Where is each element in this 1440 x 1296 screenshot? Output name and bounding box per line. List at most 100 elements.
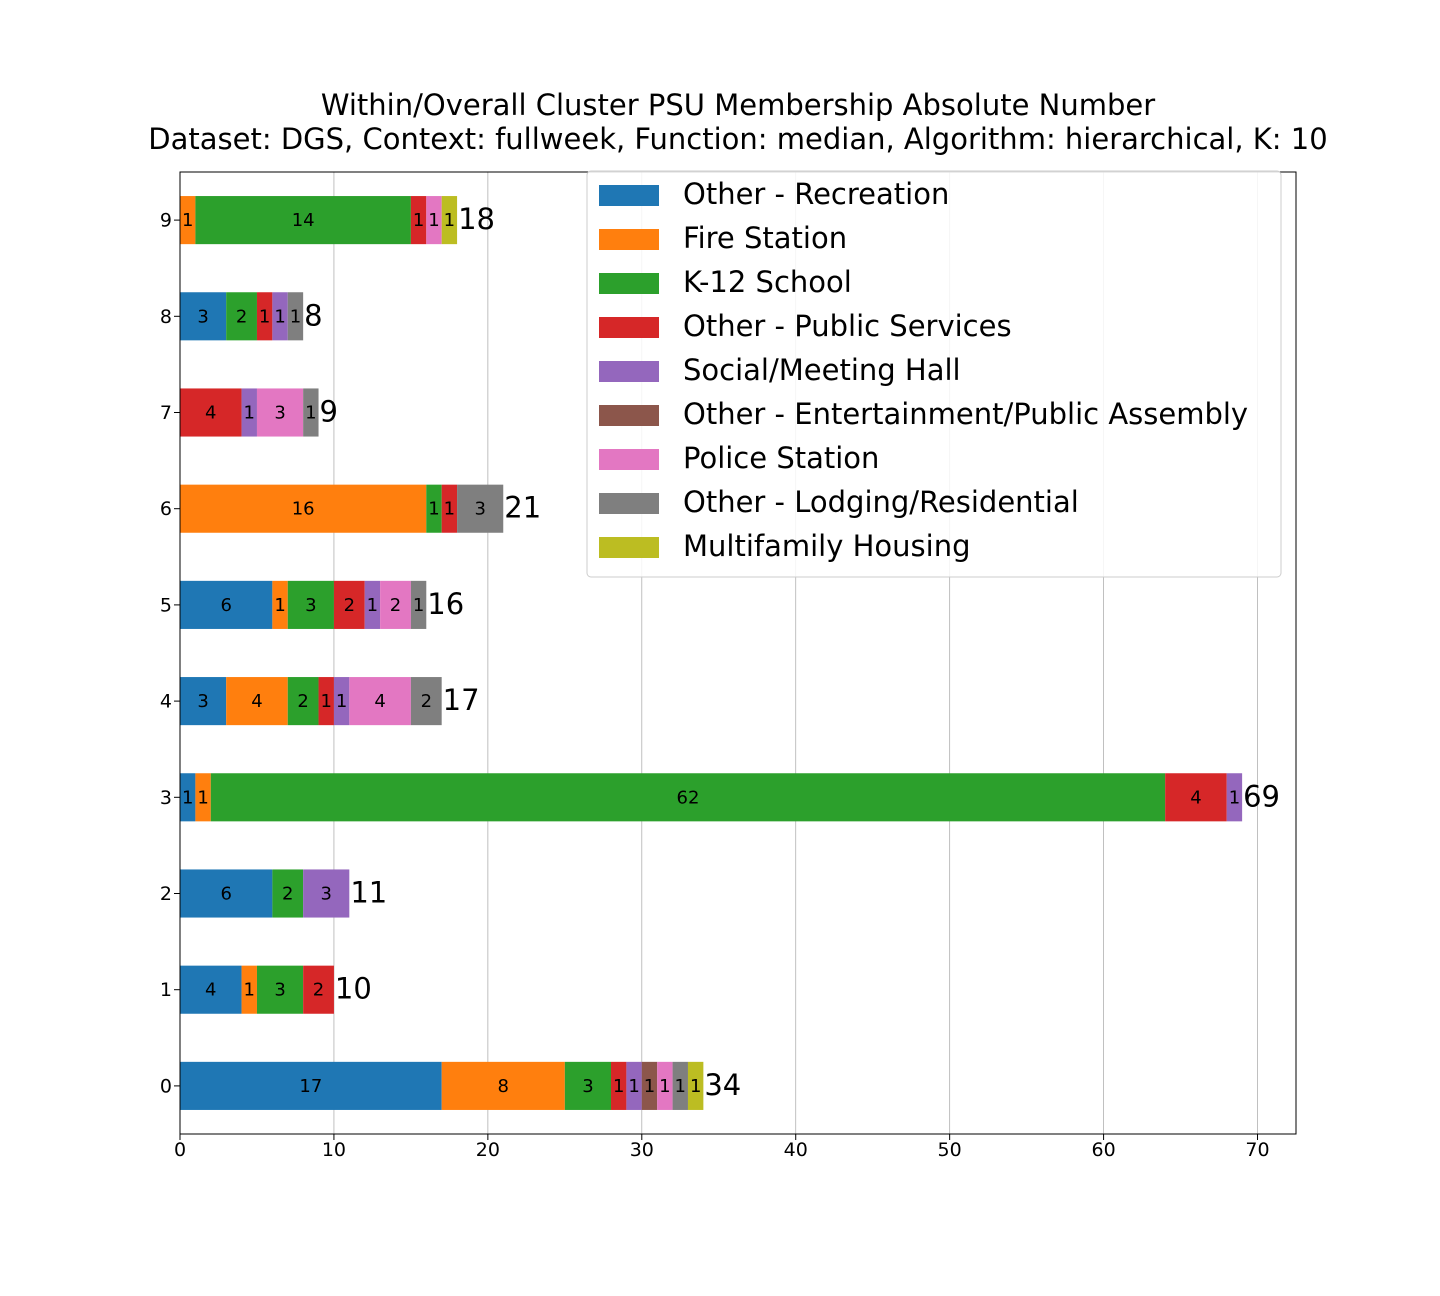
segment-label: 1 <box>321 691 332 712</box>
x-tick-label: 10 <box>322 1139 346 1161</box>
bar-segment <box>180 388 242 437</box>
bar-segment <box>441 484 458 533</box>
segment-label: 1 <box>274 306 285 327</box>
bar-segment <box>210 773 1166 822</box>
legend-swatch <box>599 273 659 294</box>
segment-label: 2 <box>421 691 432 712</box>
legend-swatch <box>599 317 659 338</box>
segment-label: 1 <box>1229 787 1240 808</box>
segment-label: 1 <box>644 1076 655 1097</box>
bar-segment <box>272 869 304 918</box>
segment-label: 1 <box>367 595 378 616</box>
legend-label: Other - Recreation <box>683 177 949 211</box>
segment-label: 1 <box>290 306 301 327</box>
x-tick-label: 0 <box>174 1139 186 1161</box>
bar-total-label: 9 <box>320 395 338 429</box>
segment-label: 3 <box>274 403 285 424</box>
bar-segment <box>333 580 365 629</box>
y-tick-label: 5 <box>160 594 172 616</box>
bar-segment <box>626 1061 642 1110</box>
bar-segment <box>426 484 442 533</box>
bar-segment <box>256 965 304 1014</box>
bar-segment <box>180 484 427 533</box>
segment-label: 1 <box>182 210 193 231</box>
bar-segment <box>303 388 319 437</box>
bar-total-label: 8 <box>304 298 322 332</box>
segment-label: 1 <box>244 980 255 1001</box>
segment-label: 4 <box>205 980 216 1001</box>
bar-total-label: 10 <box>335 972 372 1006</box>
bar-segment <box>180 869 273 918</box>
segment-label: 1 <box>444 499 455 520</box>
segment-label: 2 <box>282 884 293 905</box>
bar-segment <box>333 677 350 726</box>
segment-label: 2 <box>297 691 308 712</box>
legend-label: Police Station <box>683 441 879 475</box>
bar-segment <box>195 773 211 822</box>
x-tick-label: 40 <box>784 1139 808 1161</box>
bar-segment <box>180 1061 442 1110</box>
y-tick-label: 1 <box>160 979 172 1001</box>
segment-label: 2 <box>313 980 324 1001</box>
bar-segment <box>441 1061 565 1110</box>
legend-box <box>586 170 1282 578</box>
segment-label: 1 <box>413 210 424 231</box>
bar-segment <box>364 580 381 629</box>
y-tick-label: 9 <box>160 210 172 232</box>
bar-segment <box>303 965 334 1014</box>
bar-segment <box>641 1061 658 1110</box>
bar-segment <box>287 677 319 726</box>
bar-segment <box>226 677 288 726</box>
segment-label: 1 <box>659 1076 670 1097</box>
segment-label: 4 <box>251 691 262 712</box>
legend-swatch <box>599 449 659 470</box>
bar-segment <box>657 1061 673 1110</box>
bar-segment <box>687 1061 704 1110</box>
segment-label: 1 <box>244 403 255 424</box>
segment-label: 3 <box>305 595 316 616</box>
y-tick-label: 6 <box>160 498 172 520</box>
bar-segment <box>318 677 334 726</box>
chart-title: Within/Overall Cluster PSU Membership Ab… <box>320 88 1156 122</box>
segment-label: 1 <box>259 306 270 327</box>
bar-segment <box>241 965 257 1014</box>
segment-label: 6 <box>220 884 231 905</box>
segment-label: 1 <box>305 403 316 424</box>
y-tick-label: 3 <box>160 787 172 809</box>
legend-label: Fire Station <box>683 221 847 255</box>
segment-label: 4 <box>205 403 216 424</box>
segment-label: 1 <box>444 210 455 231</box>
segment-label: 3 <box>321 884 332 905</box>
bar-segment <box>180 580 273 629</box>
bar-segment <box>180 292 227 341</box>
bar-segment <box>611 1061 627 1110</box>
bar-segment <box>1165 773 1227 822</box>
bar-segment <box>1226 773 1243 822</box>
y-tick-label: 0 <box>160 1075 172 1097</box>
bar-segment <box>441 196 458 245</box>
bar-segment <box>457 484 504 533</box>
bar-segment <box>180 677 227 726</box>
bar-segment <box>426 196 442 245</box>
segment-label: 2 <box>236 306 247 327</box>
segment-label: 1 <box>336 691 347 712</box>
segment-label: 1 <box>182 787 193 808</box>
segment-label: 1 <box>628 1076 639 1097</box>
bar-segment <box>226 292 257 341</box>
bar-segment <box>672 1061 688 1110</box>
segment-label: 1 <box>675 1076 686 1097</box>
bar-total-label: 16 <box>427 587 464 621</box>
bar-segment <box>410 677 442 726</box>
legend-swatch <box>599 537 659 558</box>
bar-total-label: 34 <box>704 1068 741 1102</box>
bar-segment <box>349 677 411 726</box>
segment-label: 1 <box>428 499 439 520</box>
segment-label: 8 <box>498 1076 509 1097</box>
bar-total-label: 21 <box>504 491 541 525</box>
bar-segment <box>241 388 257 437</box>
segment-label: 3 <box>474 499 485 520</box>
segment-label: 4 <box>1190 787 1201 808</box>
segment-label: 2 <box>390 595 401 616</box>
legend-swatch <box>599 229 659 250</box>
